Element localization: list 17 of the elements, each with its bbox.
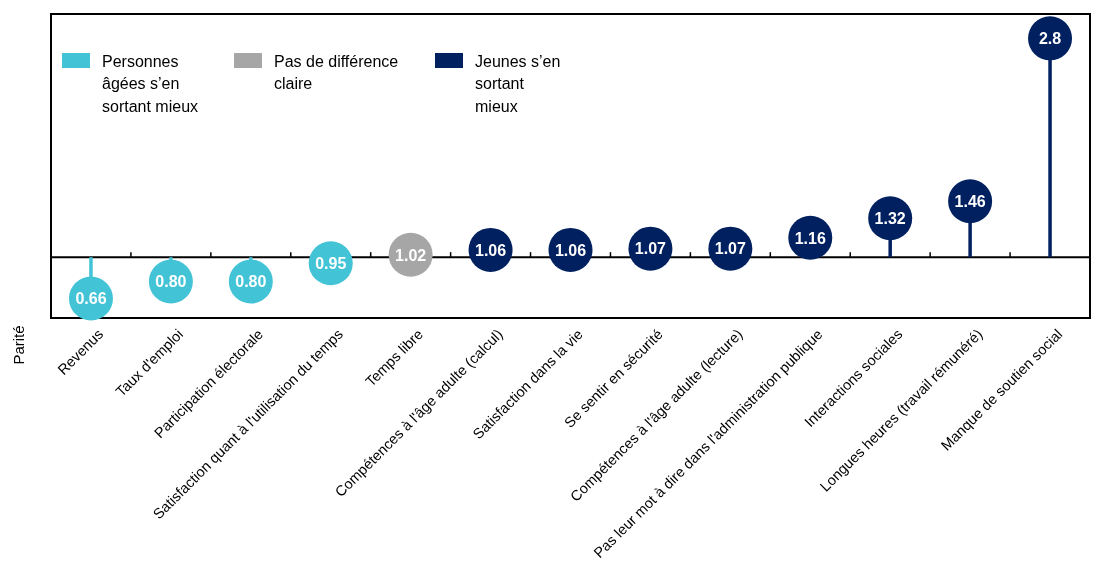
- data-label: 1.07: [714, 240, 747, 258]
- y-axis-title: Parité: [10, 325, 27, 365]
- data-label: 2.8: [1038, 30, 1062, 48]
- data-label: 1.46: [954, 193, 986, 211]
- legend-label: Jeunes s’en sortant mieux: [475, 53, 561, 115]
- data-label: 0.80: [155, 273, 187, 291]
- data-label: 1.07: [634, 240, 667, 258]
- data-label: 1.16: [794, 229, 826, 247]
- data-label: 0.95: [315, 255, 347, 273]
- data-label: 0.80: [235, 273, 267, 291]
- legend-label: Personnes âgées s’en sortant mieux: [102, 53, 199, 115]
- data-label: 1.06: [554, 241, 587, 259]
- data-label: 1.02: [395, 246, 427, 264]
- data-label: 0.66: [75, 290, 107, 308]
- legend-label: Pas de différence claire: [274, 53, 399, 93]
- data-label: 1.06: [475, 241, 507, 259]
- data-label: 1.32: [874, 210, 906, 228]
